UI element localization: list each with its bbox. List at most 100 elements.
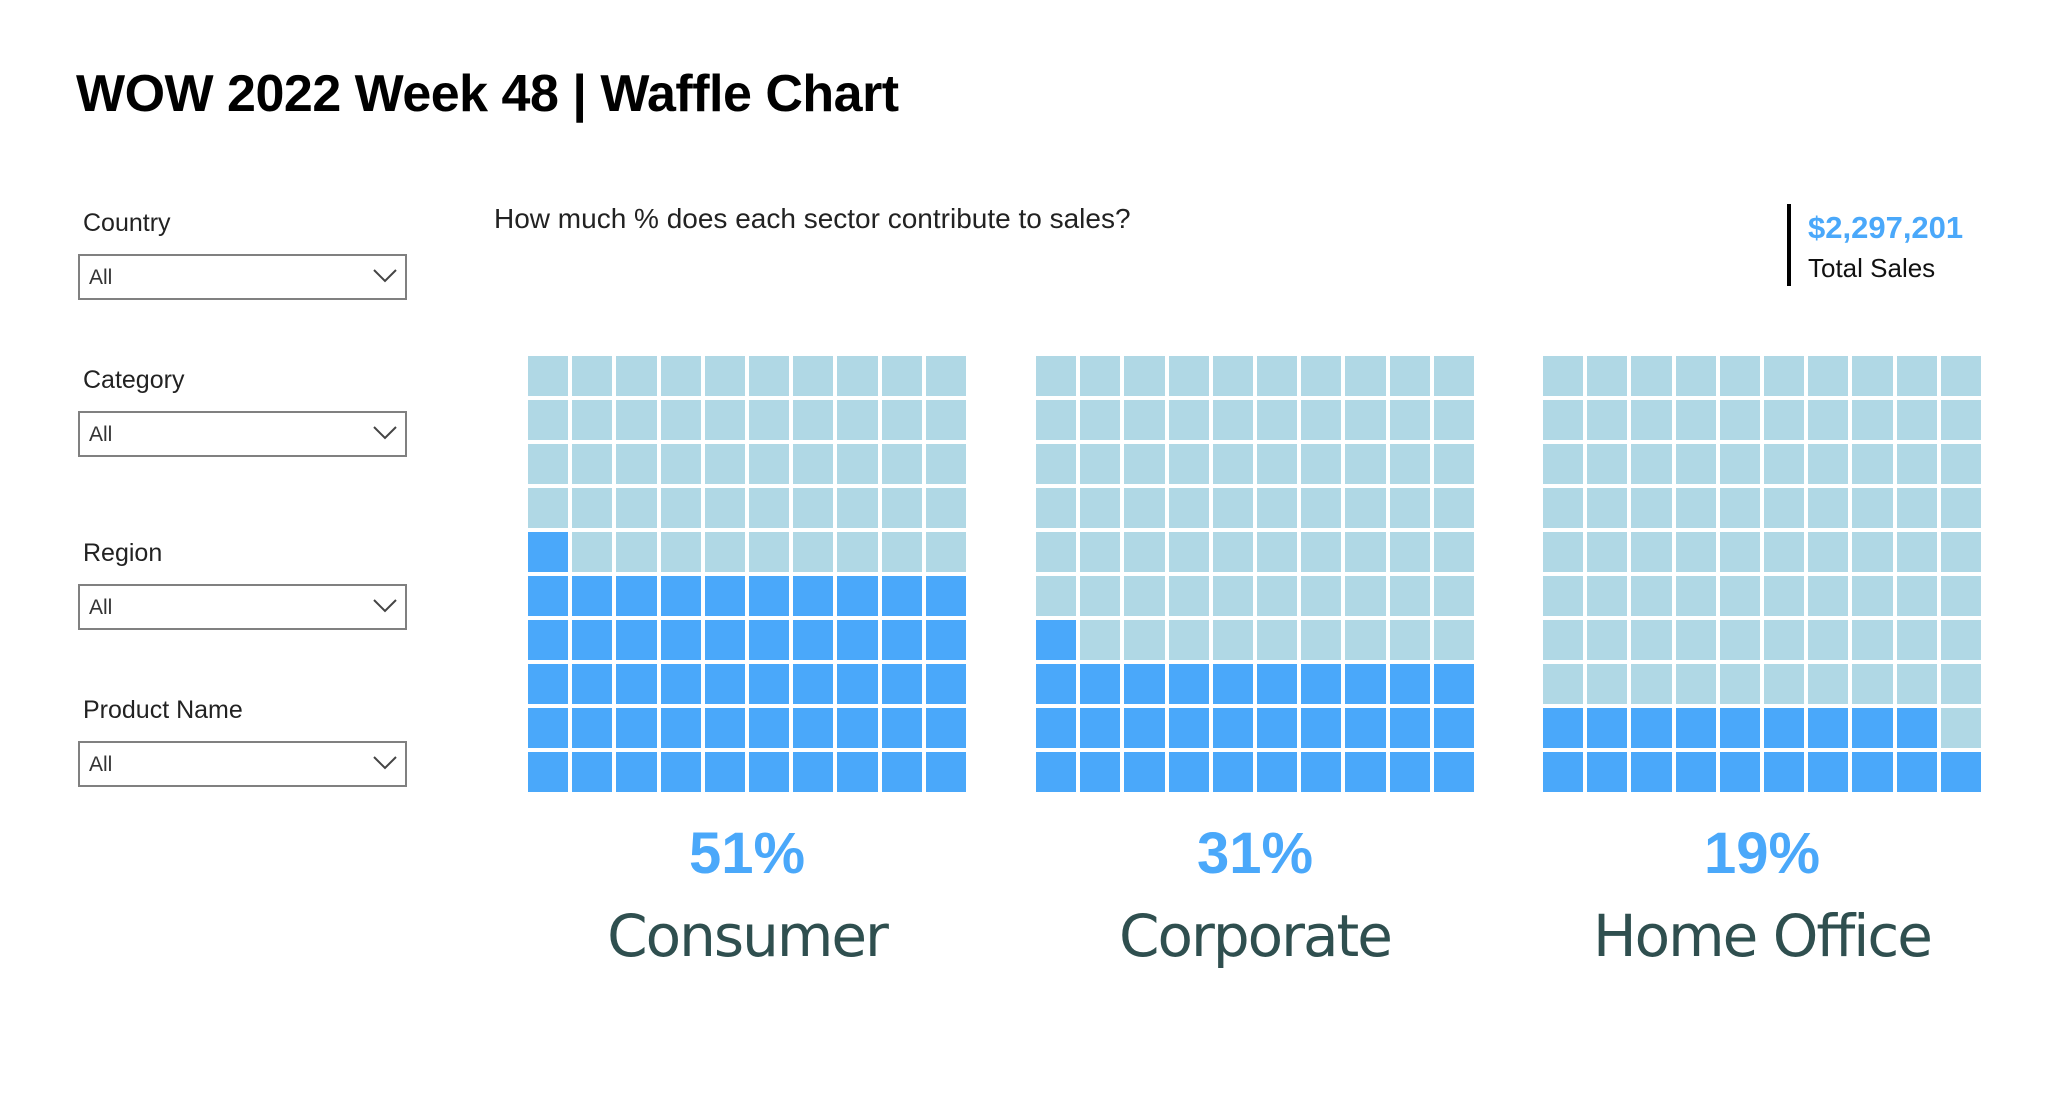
waffle-cell-empty	[1168, 532, 1209, 572]
waffle-cell-filled	[1808, 752, 1849, 792]
waffle-cell-filled	[1808, 708, 1849, 748]
waffle-cell-empty	[1896, 620, 1937, 660]
waffle-cell-empty	[881, 532, 922, 572]
waffle-cell-empty	[793, 356, 834, 396]
waffle-cell-empty	[1675, 576, 1716, 616]
waffle-cell-empty	[1433, 620, 1474, 660]
waffle-cell-filled	[793, 576, 834, 616]
waffle-cell-empty	[1764, 576, 1805, 616]
waffle-cell-empty	[1036, 400, 1077, 440]
chevron-down-icon	[373, 426, 397, 440]
waffle-cell-empty	[1212, 488, 1253, 528]
waffle-cell-filled	[1389, 708, 1430, 748]
waffle-cell-empty	[1631, 356, 1672, 396]
product-name-dropdown-value: All	[89, 753, 113, 776]
waffle-cell-filled	[1587, 752, 1628, 792]
waffle-cell-filled	[704, 576, 745, 616]
waffle-cell-filled	[793, 664, 834, 704]
waffle-cell-empty	[1587, 356, 1628, 396]
waffle-cell-empty	[1124, 400, 1165, 440]
waffle-cell-empty	[749, 400, 790, 440]
waffle-cell-empty	[1036, 576, 1077, 616]
waffle-cell-empty	[572, 356, 613, 396]
waffle-cell-empty	[660, 356, 701, 396]
waffle-cell-empty	[1301, 532, 1342, 572]
waffle-cell-empty	[1719, 488, 1760, 528]
waffle-cell-filled	[1257, 708, 1298, 748]
waffle-cell-empty	[749, 444, 790, 484]
waffle-cell-filled	[1036, 620, 1077, 660]
waffle-cell-empty	[1675, 400, 1716, 440]
waffle-cell-empty	[1080, 576, 1121, 616]
waffle-cell-empty	[1212, 400, 1253, 440]
waffle-cell-filled	[528, 532, 569, 572]
waffle-cell-empty	[1168, 620, 1209, 660]
waffle-cell-empty	[1257, 444, 1298, 484]
waffle-cell-empty	[1212, 444, 1253, 484]
category-dropdown[interactable]: All	[78, 411, 407, 457]
waffle-cell-filled	[1301, 708, 1342, 748]
waffle-cell-empty	[528, 400, 569, 440]
waffle-cell-empty	[1764, 620, 1805, 660]
waffle-cell-filled	[1940, 752, 1981, 792]
waffle-cell-empty	[1257, 400, 1298, 440]
waffle-cell-empty	[1036, 532, 1077, 572]
waffle-cell-empty	[1852, 576, 1893, 616]
waffle-cell-empty	[1587, 532, 1628, 572]
waffle-cell-empty	[1543, 620, 1584, 660]
waffle-cell-empty	[1719, 532, 1760, 572]
segment-label: Consumer	[607, 902, 889, 970]
waffle-cell-empty	[616, 532, 657, 572]
waffle-cell-filled	[749, 752, 790, 792]
waffle-cell-filled	[1212, 752, 1253, 792]
waffle-cell-empty	[660, 488, 701, 528]
waffle-cell-empty	[1808, 576, 1849, 616]
waffle-cell-filled	[1389, 664, 1430, 704]
waffle-cell-empty	[1168, 400, 1209, 440]
waffle-cell-empty	[1940, 356, 1981, 396]
waffle-cell-empty	[1940, 620, 1981, 660]
waffle-cell-empty	[1764, 664, 1805, 704]
waffle-cell-empty	[572, 488, 613, 528]
waffle-cell-empty	[1257, 532, 1298, 572]
product-name-dropdown[interactable]: All	[78, 741, 407, 787]
waffle-cell-empty	[1631, 400, 1672, 440]
waffle-cell-empty	[572, 444, 613, 484]
waffle-cell-empty	[1675, 620, 1716, 660]
waffle-panel-consumer: 51% Consumer	[528, 356, 966, 971]
waffle-cell-empty	[1852, 356, 1893, 396]
waffle-cell-empty	[1124, 356, 1165, 396]
waffle-cell-filled	[660, 664, 701, 704]
waffle-cell-filled	[1543, 708, 1584, 748]
waffle-cell-empty	[1543, 664, 1584, 704]
waffle-cell-filled	[1433, 664, 1474, 704]
waffle-cell-empty	[1852, 444, 1893, 484]
waffle-cell-filled	[1257, 752, 1298, 792]
waffle-cell-filled	[1168, 708, 1209, 748]
waffle-cell-empty	[1896, 400, 1937, 440]
waffle-cell-filled	[616, 708, 657, 748]
waffle-cell-empty	[1940, 532, 1981, 572]
waffle-cell-filled	[1345, 708, 1386, 748]
waffle-cell-filled	[1036, 752, 1077, 792]
waffle-cell-empty	[1852, 488, 1893, 528]
waffle-cell-filled	[925, 576, 966, 616]
waffle-cell-empty	[793, 400, 834, 440]
waffle-cell-filled	[837, 664, 878, 704]
region-dropdown[interactable]: All	[78, 584, 407, 630]
waffle-cell-empty	[1631, 444, 1672, 484]
waffle-cell-filled	[1301, 752, 1342, 792]
waffle-cell-empty	[1080, 444, 1121, 484]
waffle-cell-empty	[1036, 356, 1077, 396]
waffle-cell-empty	[881, 444, 922, 484]
waffle-grid	[1036, 356, 1474, 794]
waffle-cell-filled	[881, 708, 922, 748]
waffle-grid	[528, 356, 966, 794]
waffle-cell-empty	[1719, 444, 1760, 484]
waffle-cell-empty	[1433, 532, 1474, 572]
country-dropdown[interactable]: All	[78, 254, 407, 300]
waffle-cell-empty	[1675, 488, 1716, 528]
waffle-cell-empty	[1257, 620, 1298, 660]
percent-label: 31%	[1196, 821, 1314, 886]
waffle-cell-filled	[704, 752, 745, 792]
